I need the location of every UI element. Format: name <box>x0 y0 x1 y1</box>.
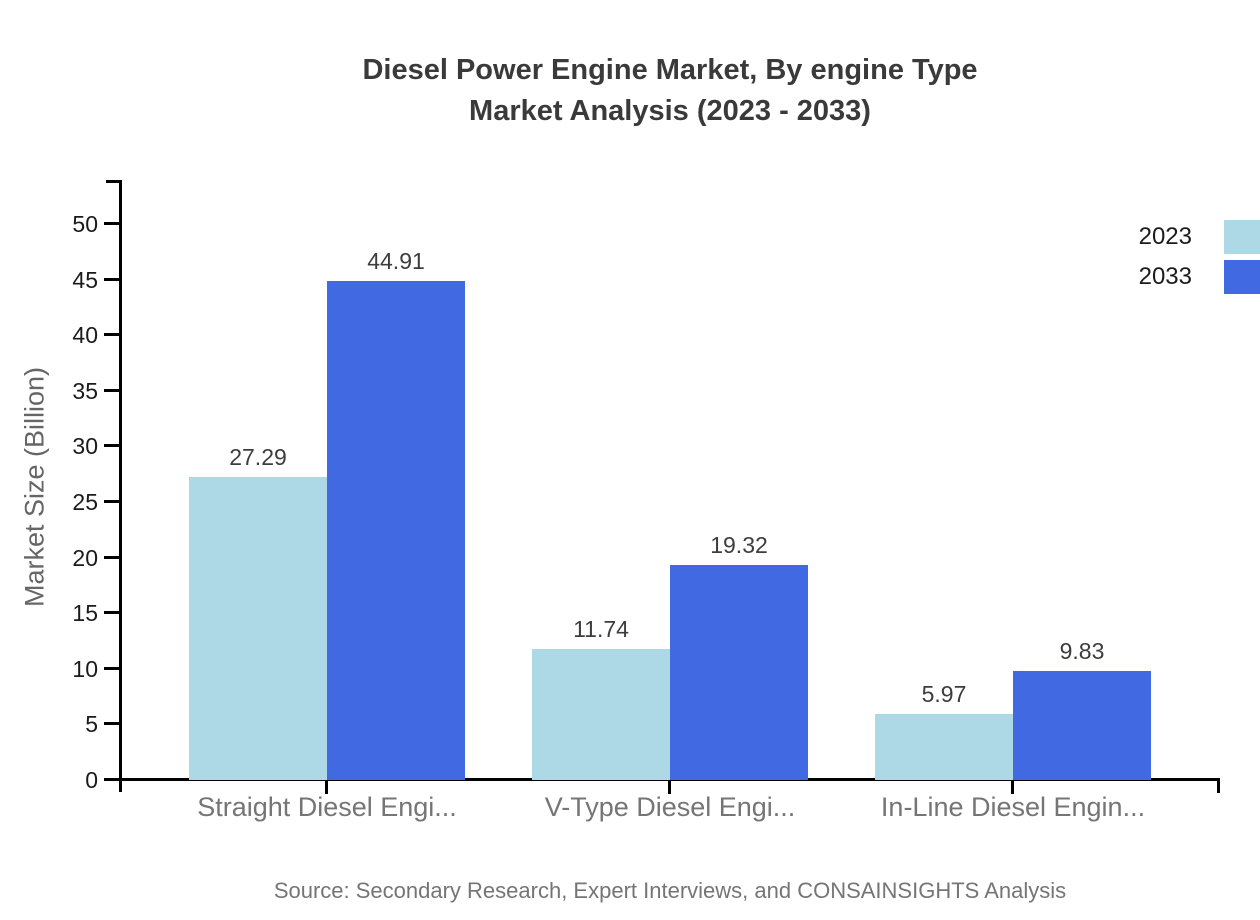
legend-swatch-2033 <box>1224 260 1260 294</box>
y-tick-mark <box>104 444 120 448</box>
legend-label-2033: 2033 <box>1138 263 1192 290</box>
value-label: 11.74 <box>573 616 629 642</box>
y-tick-label: 30 <box>72 433 98 460</box>
y-tick-label: 25 <box>72 489 98 515</box>
y-tick-label: 20 <box>72 544 98 571</box>
y-axis-top-cap <box>106 180 122 183</box>
value-label: 27.29 <box>229 444 287 470</box>
x-axis-end-cap <box>1217 778 1220 793</box>
y-tick-mark <box>104 277 120 281</box>
y-tick-label: 45 <box>72 266 98 293</box>
x-tick-mark <box>325 781 328 794</box>
y-tick-mark <box>104 500 120 503</box>
y-tick-mark <box>104 778 120 781</box>
category-label: Straight Diesel Engi... <box>197 792 457 822</box>
chart-title-line1: Diesel Power Engine Market, By engine Ty… <box>362 54 978 86</box>
y-tick-label: 10 <box>72 655 98 682</box>
x-tick-mark <box>668 781 671 794</box>
y-tick-mark <box>104 611 120 615</box>
y-tick-label: 40 <box>72 322 98 349</box>
bar-2033 <box>1013 671 1151 780</box>
category-label: In-Line Diesel Engin... <box>880 792 1146 822</box>
value-label: 9.83 <box>1059 638 1105 664</box>
source-note: Source: Secondary Research, Expert Inter… <box>273 878 1067 903</box>
y-tick-label: 5 <box>85 711 98 738</box>
legend-item-2023: 2023 <box>1139 220 1260 254</box>
y-tick-label: 0 <box>85 767 98 793</box>
legend: 2023 2033 <box>1139 220 1260 294</box>
y-tick-mark <box>104 388 120 392</box>
y-tick-label: 15 <box>72 600 98 627</box>
y-tick-label: 50 <box>72 211 98 237</box>
bar-2023 <box>189 477 327 780</box>
y-tick-mark <box>104 333 120 337</box>
y-tick-mark <box>104 722 120 726</box>
value-label: 5.97 <box>921 681 967 707</box>
legend-label-2023: 2023 <box>1138 223 1192 250</box>
bar-2023 <box>532 649 670 780</box>
y-axis-line <box>119 180 122 792</box>
legend-item-2033: 2033 <box>1139 260 1260 294</box>
bar-2033 <box>327 281 465 780</box>
y-tick-mark <box>104 222 120 225</box>
chart-title: Diesel Power Engine Market, By engine Ty… <box>120 50 1220 132</box>
bar-2033 <box>670 565 808 780</box>
value-label: 19.32 <box>710 532 768 558</box>
x-tick-mark <box>1011 781 1014 794</box>
y-tick-label: 35 <box>72 377 98 404</box>
legend-swatch-2023 <box>1224 220 1260 254</box>
y-tick-mark <box>104 555 120 559</box>
chart-title-line2: Market Analysis (2023 - 2033) <box>469 95 871 127</box>
y-tick-mark <box>104 666 120 670</box>
bar-2023 <box>875 714 1013 780</box>
category-label: V-Type Diesel Engi... <box>544 792 796 822</box>
value-label: 44.91 <box>367 248 425 274</box>
